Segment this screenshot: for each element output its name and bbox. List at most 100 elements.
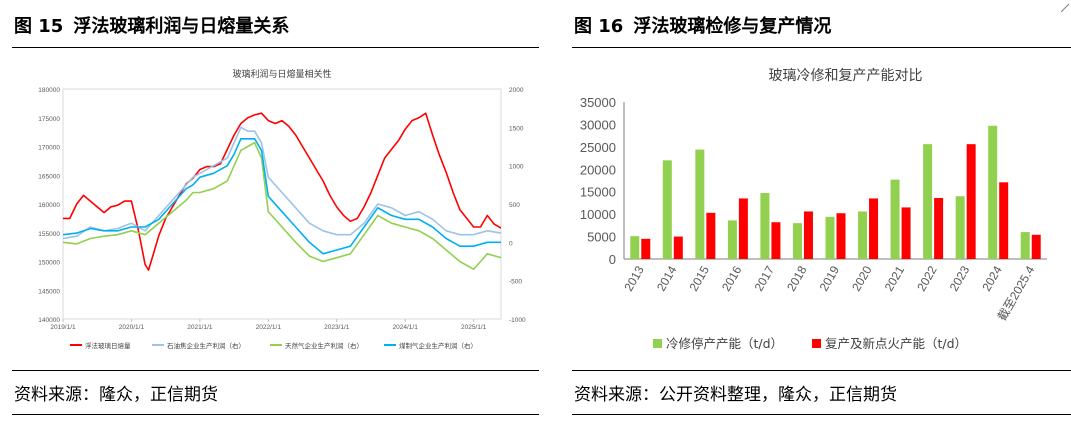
x-tick-label: 2021 <box>882 263 908 293</box>
figure-16-caption: 浮法玻璃检修与复产情况 <box>633 16 832 37</box>
bar-cold-repair <box>760 193 770 259</box>
x-tick-label: 2023/1/1 <box>324 324 350 331</box>
y-left-tick-label: 165000 <box>38 173 60 180</box>
y-left-tick-label: 160000 <box>38 202 60 209</box>
bar-cold-repair <box>923 144 933 259</box>
y-tick-label: 0 <box>609 252 616 267</box>
x-tick-label: 2020/1/1 <box>119 324 145 331</box>
x-tick-label: 2013 <box>621 263 647 293</box>
chart-title: 玻璃冷修和复产产能对比 <box>769 67 923 84</box>
legend-swatch-1 <box>653 339 662 348</box>
legend-label-2: 复产及新点火产能（t/d） <box>825 336 967 351</box>
x-tick-label: 2024 <box>979 263 1005 293</box>
legend-label-1: 冷修停产产能（t/d） <box>666 336 783 351</box>
figure-16-top-rule <box>572 47 1071 48</box>
x-tick-label: 2017 <box>752 263 778 293</box>
figure-15-number: 图 15 <box>14 16 64 37</box>
y-left-tick-label: 145000 <box>38 288 60 295</box>
legend-label-2: 石油焦企业生产利润（右） <box>167 341 245 350</box>
y-left-tick-label: 170000 <box>38 145 60 152</box>
legend-label-4: 煤制气企业生产利润（右） <box>399 341 477 350</box>
plot-frame <box>62 88 502 320</box>
y-tick-label: 15000 <box>580 185 616 200</box>
legend-swatch-2 <box>812 339 821 348</box>
figure-16-source: 资料来源：公开资料整理，隆众，正信期货 <box>574 385 897 405</box>
y-left-tick-label: 150000 <box>38 260 60 267</box>
figure-15-top-rule <box>12 47 539 48</box>
y-tick-label: 30000 <box>580 117 616 132</box>
bar-restart <box>999 182 1009 259</box>
bar-cold-repair <box>727 220 737 259</box>
bar-restart <box>771 222 781 259</box>
x-tick-label: 2020 <box>849 263 875 293</box>
legend-label-3: 天然气企业生产利润（右） <box>285 341 363 350</box>
bar-cold-repair <box>662 160 672 259</box>
y-tick-label: 20000 <box>580 162 616 177</box>
y-right-tick-label: 1000 <box>509 164 524 171</box>
bar-cold-repair <box>988 125 998 259</box>
bar-restart <box>966 144 976 259</box>
glass-profit-meltdown-chart: 玻璃利润与日熔量相关性 180000 175000 170000 165000 16000… <box>38 68 526 350</box>
y-right-tick-label: 500 <box>509 202 520 209</box>
y-right-tick-label: 2000 <box>509 87 524 94</box>
x-tick-label: 2015 <box>686 263 712 293</box>
bar-restart <box>673 236 683 259</box>
y-right-tick-label: 1500 <box>509 125 524 132</box>
x-tick-label: 2014 <box>654 263 680 293</box>
series-line-1 <box>63 112 502 271</box>
legend-label-1: 浮法玻璃日熔量 <box>85 341 131 350</box>
y-tick-label: 35000 <box>580 95 616 110</box>
y-tick-label: 5000 <box>587 230 616 245</box>
bar-cold-repair <box>825 216 835 259</box>
series-line-4 <box>62 138 501 255</box>
bar-restart <box>901 207 911 259</box>
bar-restart <box>836 213 846 259</box>
x-tick-label: 2025/1/1 <box>461 324 487 331</box>
y-left-tick-label: 180000 <box>38 87 60 94</box>
figure-16-panel: 图 16 浮法玻璃检修与复产情况 玻璃冷修和复产产能对比 0 5000 10000 150… <box>560 0 1071 422</box>
figure-15-title: 图 15 浮法玻璃利润与日熔量关系 <box>14 12 289 38</box>
bar-restart <box>706 212 716 259</box>
bar-cold-repair <box>955 196 965 259</box>
series-line-2 <box>62 126 502 240</box>
bar-cold-repair <box>695 149 705 259</box>
figure-15-source: 资料来源：隆众，正信期货 <box>14 385 218 405</box>
bar-restart <box>738 198 748 259</box>
x-tick-label: 2016 <box>719 263 745 293</box>
bar-restart <box>1031 234 1041 259</box>
figure-15-bottom-rule <box>12 414 539 415</box>
series-line-3 <box>62 141 502 270</box>
y-left-tick-label: 175000 <box>38 116 60 123</box>
x-tick-label: 2022/1/1 <box>256 324 282 331</box>
x-tick-label: 2019/1/1 <box>50 324 76 331</box>
bar-cold-repair <box>890 179 900 259</box>
x-tick-label: 2018 <box>784 263 810 293</box>
figure-15-caption: 浮法玻璃利润与日熔量关系 <box>73 16 290 37</box>
figure-16-number: 图 16 <box>574 16 624 37</box>
cold-repair-restart-chart: 玻璃冷修和复产产能对比 0 5000 10000 15000 20000 25000 3000… <box>580 67 1047 351</box>
bar-cold-repair <box>792 223 802 259</box>
figure-16-title: 图 16 浮法玻璃检修与复产情况 <box>574 12 831 38</box>
page-corner-mark <box>1060 3 1070 13</box>
bar-restart <box>869 198 879 259</box>
figure-16-mid-rule <box>572 370 1071 371</box>
bar-restart <box>641 238 651 259</box>
x-tick-label: 2019 <box>817 263 843 293</box>
y-left-tick-label: 140000 <box>38 317 60 324</box>
bar-cold-repair <box>630 236 640 259</box>
bar-restart <box>934 197 944 259</box>
chart-title: 玻璃利润与日熔量相关性 <box>232 68 331 80</box>
y-right-tick-label: 0 <box>509 240 513 247</box>
figure-16-bottom-rule <box>572 414 1071 415</box>
y-right-tick-label: -500 <box>509 279 522 286</box>
x-tick-label: 2024/1/1 <box>393 324 419 331</box>
bar-restart <box>803 211 813 259</box>
bar-cold-repair <box>858 211 868 259</box>
figure-15-mid-rule <box>12 370 539 371</box>
figure-15-panel: 图 15 浮法玻璃利润与日熔量关系 玻璃利润与日熔量相关性 180000 175000… <box>12 12 539 415</box>
x-tick-label: 2022 <box>914 263 940 293</box>
y-tick-label: 10000 <box>580 207 616 222</box>
y-tick-label: 25000 <box>580 140 616 155</box>
x-tick-label: 2023 <box>947 263 973 293</box>
bar-cold-repair <box>1020 232 1030 259</box>
